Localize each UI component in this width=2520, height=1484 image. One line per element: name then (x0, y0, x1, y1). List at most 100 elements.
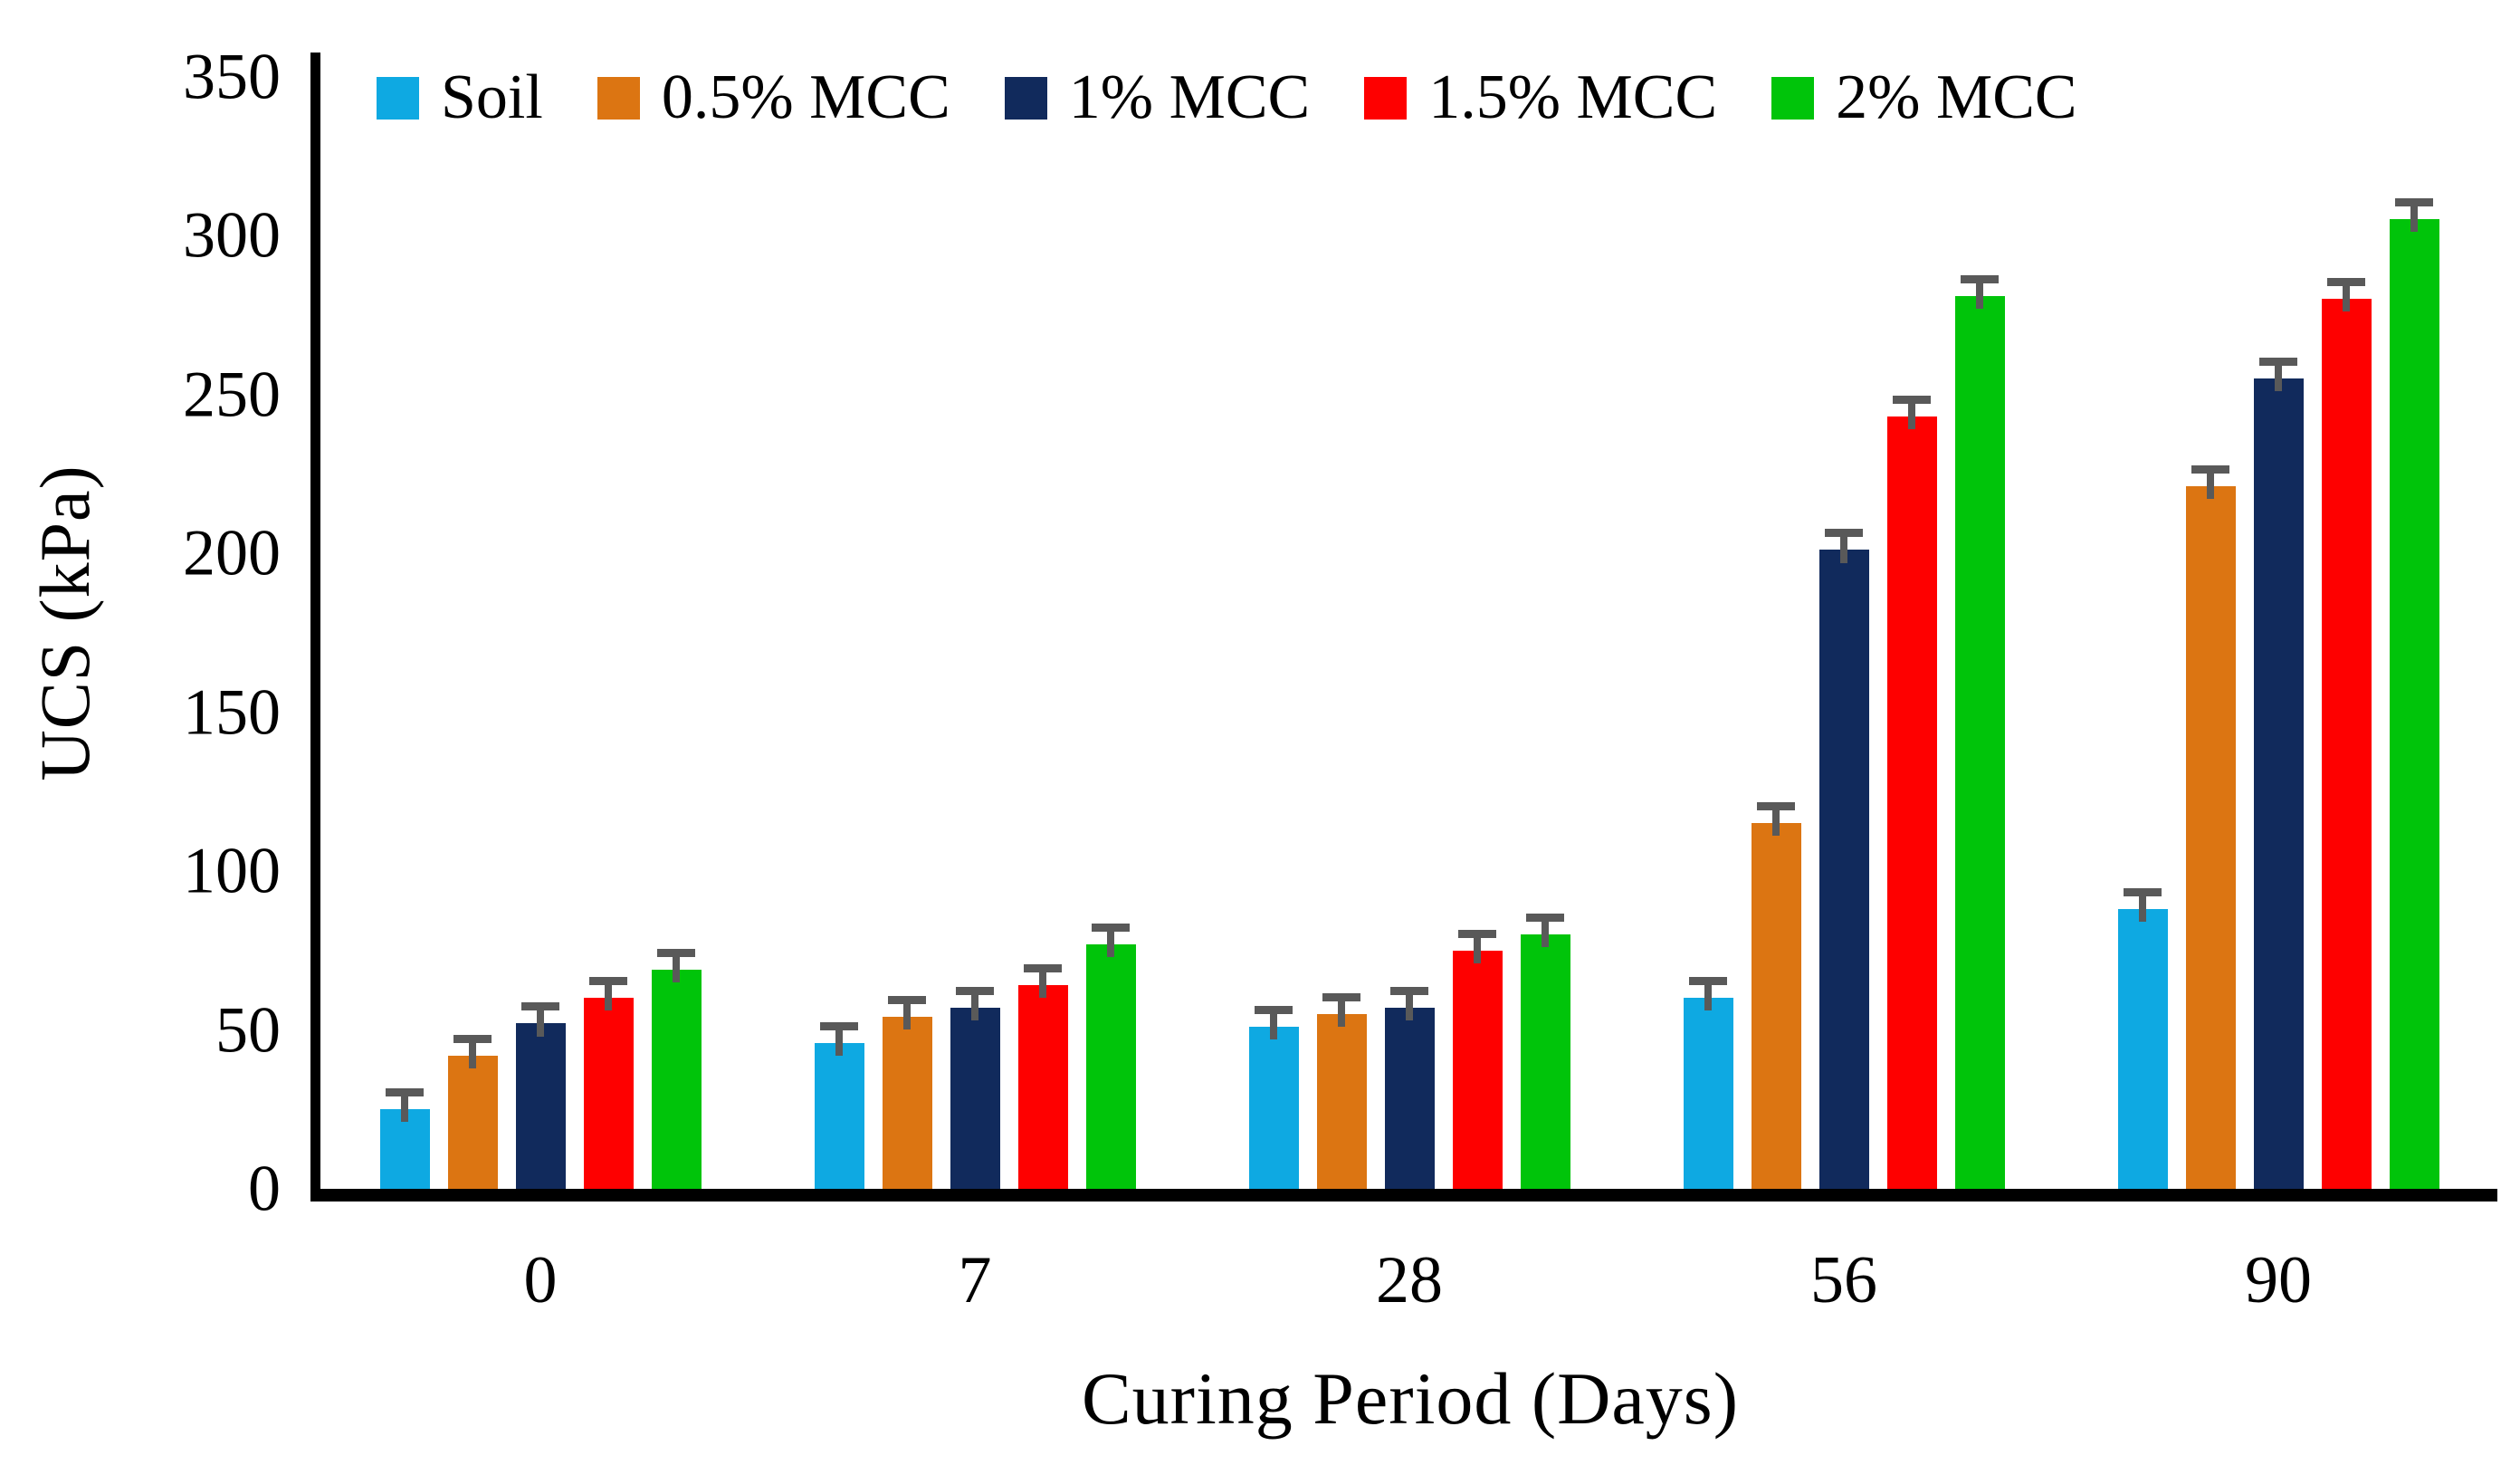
error-bar-stem (673, 956, 680, 982)
soil-bar-day-90 (2117, 909, 2168, 1189)
error-bar-stem (605, 985, 612, 1011)
error-bar-stem (1270, 1013, 1277, 1040)
x-axis-line (310, 1189, 2497, 1202)
error-bar-stem (2207, 474, 2214, 500)
2-mcc-bar-day-56 (1954, 295, 2005, 1189)
2-mcc-bar-day-90 (2389, 219, 2439, 1189)
legend-swatch-2-mcc (1771, 76, 1815, 120)
error-bar-cap (521, 1002, 559, 1011)
error-bar-cap (1255, 1005, 1293, 1014)
y-tick-label-300: 300 (183, 198, 281, 272)
error-bar-cap (1390, 986, 1428, 995)
legend-item-1-5-mcc: 1.5% MCC (1364, 62, 1717, 134)
x-tick-label-56: 56 (1810, 1243, 1877, 1317)
error-bar-stem (1840, 537, 1847, 563)
x-axis-title: Curing Period (Days) (1081, 1357, 1740, 1440)
legend-item-2-mcc: 2% MCC (1771, 62, 2077, 134)
y-tick-label-350: 350 (183, 40, 281, 112)
error-bar-cap (1458, 929, 1496, 938)
error-bar-cap (657, 948, 695, 957)
legend-swatch-0-5-mcc (597, 76, 640, 120)
1-mcc-bar-day-28 (1384, 1007, 1435, 1189)
error-bar-stem (903, 1004, 911, 1030)
error-bar-stem (1039, 972, 1046, 999)
soil-bar-day-56 (1683, 998, 1733, 1189)
legend-item-1-mcc: 1% MCC (1004, 62, 1311, 134)
1-mcc-bar-day-0 (515, 1023, 566, 1189)
legend-item-soil: Soil (377, 62, 543, 134)
y-tick-label-150: 150 (183, 675, 281, 748)
y-tick-label-0: 0 (248, 1152, 281, 1225)
error-bar-stem (2343, 286, 2350, 312)
error-bar-cap (386, 1088, 424, 1097)
0-5-mcc-bar-day-28 (1316, 1013, 1367, 1189)
error-bar-stem (1976, 282, 1983, 309)
error-bar-cap (2191, 465, 2229, 474)
error-bar-stem (1908, 404, 1915, 430)
y-tick-label-50: 50 (215, 993, 281, 1066)
error-bar-stem (537, 1010, 544, 1037)
error-bar-cap (2395, 198, 2433, 207)
legend-label-1-mcc: 1% MCC (1068, 62, 1311, 132)
error-bar-cap (820, 1021, 858, 1030)
error-bar-cap (1526, 914, 1564, 923)
0-5-mcc-bar-day-7 (882, 1017, 932, 1189)
legend-label-soil: Soil (441, 62, 543, 132)
y-axis-line (310, 53, 320, 1202)
x-tick-label-7: 7 (958, 1243, 992, 1317)
y-tick-label-100: 100 (183, 834, 281, 907)
y-tick-label-250: 250 (183, 358, 281, 430)
error-bar-cap (2327, 278, 2365, 287)
legend-label-1-5-mcc: 1.5% MCC (1428, 62, 1718, 132)
1-5-mcc-bar-day-7 (1017, 985, 1068, 1189)
error-bar-cap (1893, 396, 1931, 405)
error-bar-stem (401, 1096, 408, 1123)
error-bar-cap (1825, 529, 1863, 538)
legend-swatch-1-mcc (1004, 76, 1047, 120)
legend-swatch-soil (377, 76, 419, 120)
1-5-mcc-bar-day-28 (1452, 950, 1503, 1189)
legend-item-0-5-mcc: 0.5% MCC (597, 62, 950, 134)
1-mcc-bar-day-7 (950, 1007, 1000, 1189)
error-bar-stem (1338, 1001, 1345, 1027)
chart-legend: Soil 0.5% MCC 1% MCC 1.5% MCC 2% MCC (377, 62, 2077, 134)
1-5-mcc-bar-day-0 (583, 998, 634, 1189)
x-tick-label-90: 90 (2245, 1243, 2312, 1317)
error-bar-stem (2139, 896, 2146, 923)
soil-bar-day-28 (1248, 1026, 1299, 1189)
error-bar-cap (1961, 274, 1999, 283)
legend-swatch-1-5-mcc (1364, 76, 1408, 120)
error-bar-stem (1107, 931, 1114, 957)
error-bar-stem (1704, 985, 1712, 1011)
error-bar-cap (453, 1034, 492, 1043)
error-bar-cap (1757, 802, 1795, 811)
error-bar-stem (971, 994, 978, 1020)
error-bar-stem (2275, 365, 2282, 391)
y-tick-label-200: 200 (183, 516, 281, 589)
x-tick-label-28: 28 (1376, 1243, 1443, 1317)
error-bar-cap (1322, 992, 1360, 1001)
1-mcc-bar-day-56 (1818, 550, 1869, 1189)
error-bar-stem (469, 1042, 476, 1068)
error-bar-cap (589, 977, 627, 986)
0-5-mcc-bar-day-0 (447, 1055, 498, 1189)
1-5-mcc-bar-day-90 (2321, 299, 2372, 1189)
1-5-mcc-bar-day-56 (1886, 416, 1937, 1189)
legend-label-0-5-mcc: 0.5% MCC (661, 62, 950, 132)
1-mcc-bar-day-90 (2253, 378, 2304, 1189)
error-bar-cap (1689, 977, 1727, 986)
error-bar-stem (1772, 810, 1780, 837)
error-bar-stem (1406, 994, 1413, 1020)
soil-bar-day-0 (379, 1109, 430, 1189)
error-bar-stem (1474, 937, 1481, 963)
error-bar-cap (956, 986, 994, 995)
2-mcc-bar-day-28 (1520, 934, 1570, 1189)
error-bar-stem (2410, 206, 2418, 233)
error-bar-cap (888, 996, 926, 1005)
error-bar-stem (1542, 922, 1549, 948)
soil-bar-day-7 (814, 1042, 864, 1189)
0-5-mcc-bar-day-90 (2185, 486, 2236, 1189)
2-mcc-bar-day-7 (1085, 943, 1136, 1189)
error-bar-cap (1024, 964, 1062, 973)
